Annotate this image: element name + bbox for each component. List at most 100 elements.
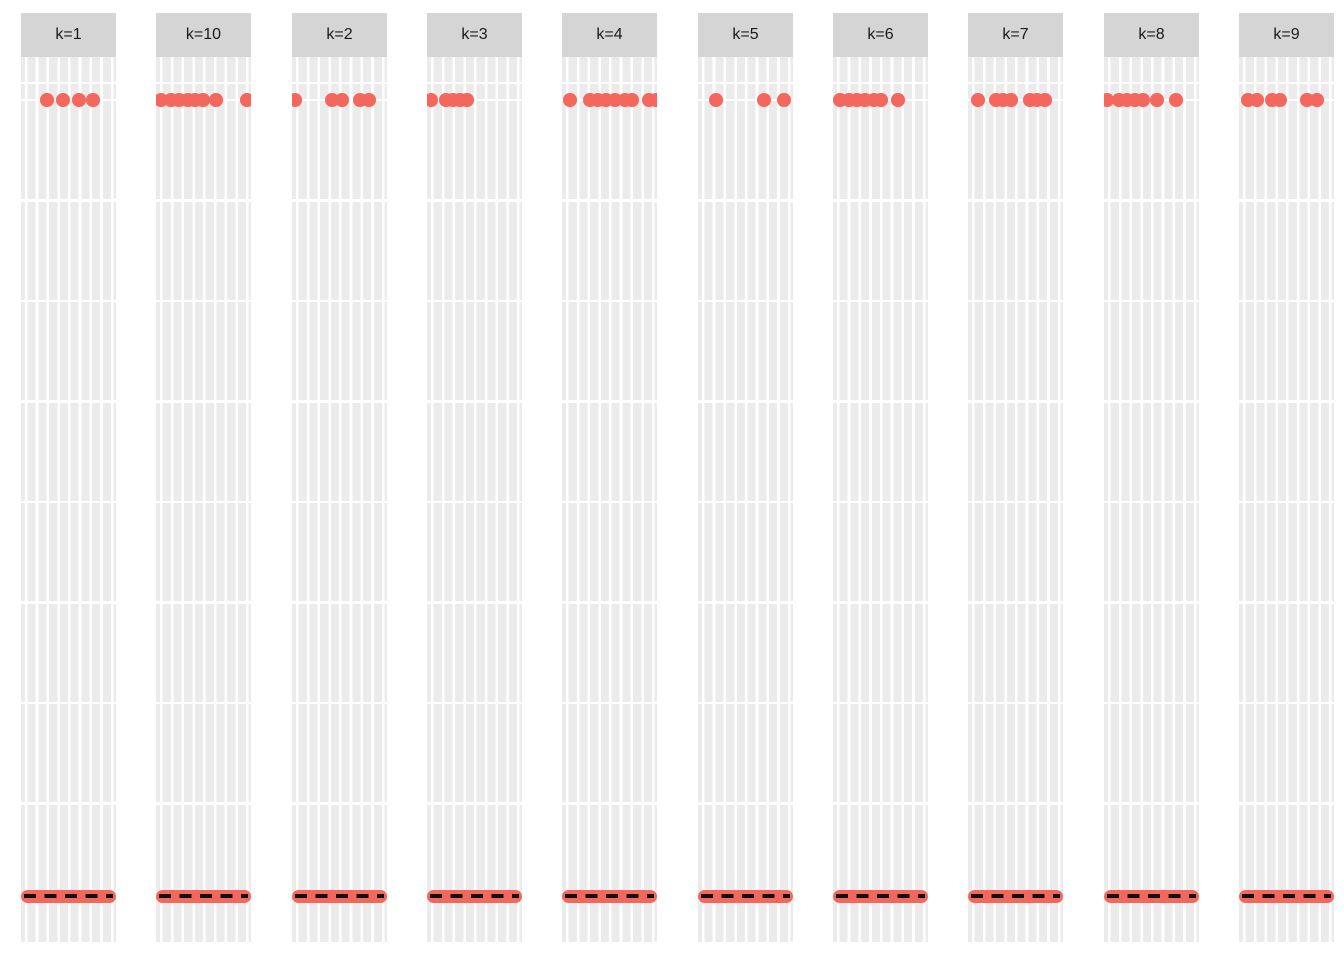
facet-strip: k=7 (968, 13, 1063, 57)
facet-strip-label: k=2 (326, 26, 353, 43)
facet-panel: k=3 (427, 13, 522, 942)
horizontal-gridline (156, 81, 251, 85)
horizontal-gridline (562, 299, 657, 303)
horizontal-gridline (833, 299, 928, 303)
data-point (56, 93, 70, 107)
data-point (362, 93, 376, 107)
panel-plot-area (698, 57, 793, 942)
reference-dashed-line (701, 894, 790, 898)
data-point (1250, 93, 1264, 107)
facet-panel: k=1 (21, 13, 116, 942)
data-point (625, 93, 639, 107)
horizontal-gridline (833, 400, 928, 403)
facet-strip: k=6 (833, 13, 928, 57)
horizontal-gridline (1104, 299, 1199, 303)
facet-strip-label: k=3 (461, 26, 488, 43)
data-point (240, 93, 251, 107)
horizontal-gridline (698, 81, 793, 85)
data-point (757, 93, 771, 107)
horizontal-gridline (833, 802, 928, 805)
horizontal-gridline (21, 199, 116, 202)
horizontal-gridline (698, 601, 793, 604)
data-point (971, 93, 985, 107)
data-point (563, 93, 577, 107)
horizontal-gridline (156, 500, 251, 504)
horizontal-gridline (1104, 601, 1199, 604)
horizontal-gridline (562, 802, 657, 805)
data-point (40, 93, 54, 107)
facet-strip: k=1 (21, 13, 116, 57)
horizontal-gridline (21, 802, 116, 805)
data-point (72, 93, 86, 107)
horizontal-gridline (292, 299, 387, 303)
reference-dashed-line (1107, 894, 1196, 898)
horizontal-gridline (427, 701, 522, 705)
horizontal-gridline (698, 701, 793, 705)
facet-strip-label: k=1 (55, 26, 82, 43)
horizontal-gridline (968, 500, 1063, 504)
data-point (649, 93, 657, 107)
horizontal-gridline (833, 701, 928, 705)
data-point (335, 93, 349, 107)
horizontal-gridline (1239, 500, 1334, 504)
horizontal-gridline (1104, 500, 1199, 504)
horizontal-gridline (1239, 299, 1334, 303)
data-point (1038, 93, 1052, 107)
reference-dashed-line (836, 894, 925, 898)
horizontal-gridline (562, 400, 657, 403)
panel-plot-area (1104, 57, 1199, 942)
horizontal-gridline (968, 299, 1063, 303)
facet-strip-label: k=6 (867, 26, 894, 43)
horizontal-gridline (968, 701, 1063, 705)
data-point (292, 93, 302, 107)
horizontal-gridline (21, 299, 116, 303)
facet-strip: k=4 (562, 13, 657, 57)
panel-plot-area (833, 57, 928, 942)
horizontal-gridline (21, 81, 116, 85)
reference-dashed-line (295, 894, 384, 898)
data-point (1169, 93, 1183, 107)
data-point (1104, 93, 1114, 107)
facet-panel: k=9 (1239, 13, 1334, 942)
panel-plot-area (1239, 57, 1334, 942)
horizontal-gridline (562, 601, 657, 604)
panel-plot-area (292, 57, 387, 942)
horizontal-gridline (833, 81, 928, 85)
horizontal-gridline (1104, 199, 1199, 202)
horizontal-gridline (427, 199, 522, 202)
horizontal-gridline (833, 199, 928, 202)
horizontal-gridline (21, 500, 116, 504)
data-point (1004, 93, 1018, 107)
horizontal-gridline (562, 199, 657, 202)
facet-panel: k=6 (833, 13, 928, 942)
facet-strip: k=9 (1239, 13, 1334, 57)
reference-dashed-line (565, 894, 654, 898)
facet-panel: k=8 (1104, 13, 1199, 942)
reference-dashed-line (430, 894, 519, 898)
reference-dashed-line (24, 894, 113, 898)
horizontal-gridline (833, 500, 928, 504)
horizontal-gridline (1104, 701, 1199, 705)
facet-strip-label: k=8 (1138, 26, 1165, 43)
reference-dashed-line (971, 894, 1060, 898)
horizontal-gridline (427, 802, 522, 805)
horizontal-gridline (427, 400, 522, 403)
horizontal-gridline (292, 199, 387, 202)
horizontal-gridline (292, 802, 387, 805)
data-point (86, 93, 100, 107)
horizontal-gridline (562, 500, 657, 504)
panel-plot-area (562, 57, 657, 942)
facet-strip-label: k=5 (732, 26, 759, 43)
data-point (196, 93, 210, 107)
facet-panel: k=4 (562, 13, 657, 942)
horizontal-gridline (698, 199, 793, 202)
horizontal-gridline (562, 81, 657, 85)
horizontal-gridline (1104, 400, 1199, 403)
horizontal-gridline (156, 802, 251, 805)
horizontal-gridline (427, 601, 522, 604)
horizontal-gridline (156, 299, 251, 303)
horizontal-gridline (427, 299, 522, 303)
horizontal-gridline (292, 81, 387, 85)
horizontal-gridline (427, 81, 522, 85)
panel-plot-area (968, 57, 1063, 942)
